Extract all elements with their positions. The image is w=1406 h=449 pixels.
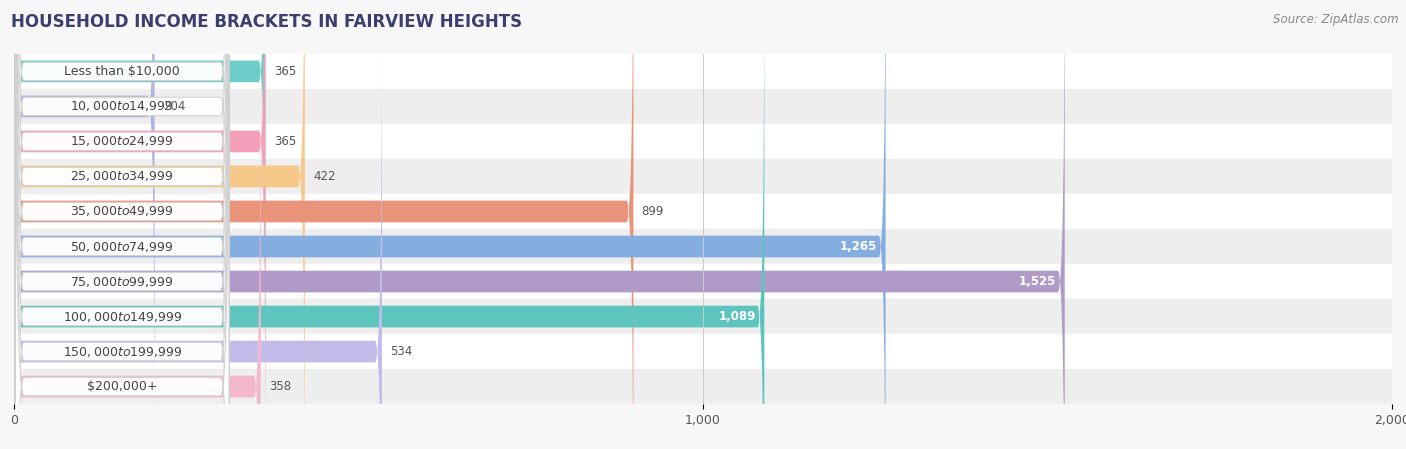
FancyBboxPatch shape	[15, 0, 229, 449]
FancyBboxPatch shape	[15, 0, 229, 449]
Bar	[14, 159, 1392, 194]
Text: $25,000 to $34,999: $25,000 to $34,999	[70, 169, 174, 184]
Text: 204: 204	[163, 100, 186, 113]
FancyBboxPatch shape	[15, 0, 229, 449]
Text: $75,000 to $99,999: $75,000 to $99,999	[70, 274, 174, 289]
Text: 1,089: 1,089	[718, 310, 756, 323]
Text: 365: 365	[274, 65, 297, 78]
FancyBboxPatch shape	[14, 0, 1064, 449]
Text: 534: 534	[391, 345, 412, 358]
FancyBboxPatch shape	[14, 0, 266, 411]
Text: Source: ZipAtlas.com: Source: ZipAtlas.com	[1274, 13, 1399, 26]
FancyBboxPatch shape	[14, 0, 886, 449]
FancyBboxPatch shape	[14, 12, 382, 449]
Text: 365: 365	[274, 135, 297, 148]
Text: $35,000 to $49,999: $35,000 to $49,999	[70, 204, 174, 219]
FancyBboxPatch shape	[15, 0, 229, 449]
FancyBboxPatch shape	[14, 0, 765, 449]
Bar	[14, 299, 1392, 334]
Bar	[14, 264, 1392, 299]
Text: 358: 358	[269, 380, 291, 393]
Text: Less than $10,000: Less than $10,000	[65, 65, 180, 78]
Text: $15,000 to $24,999: $15,000 to $24,999	[70, 134, 174, 149]
FancyBboxPatch shape	[14, 0, 155, 446]
FancyBboxPatch shape	[14, 0, 305, 449]
FancyBboxPatch shape	[14, 47, 260, 449]
Text: 1,525: 1,525	[1019, 275, 1056, 288]
FancyBboxPatch shape	[14, 0, 634, 449]
Text: $150,000 to $199,999: $150,000 to $199,999	[62, 344, 181, 359]
Text: 422: 422	[314, 170, 336, 183]
Text: 1,265: 1,265	[839, 240, 877, 253]
Text: $100,000 to $149,999: $100,000 to $149,999	[62, 309, 181, 324]
Text: 899: 899	[641, 205, 664, 218]
Text: HOUSEHOLD INCOME BRACKETS IN FAIRVIEW HEIGHTS: HOUSEHOLD INCOME BRACKETS IN FAIRVIEW HE…	[11, 13, 523, 31]
Bar	[14, 54, 1392, 89]
FancyBboxPatch shape	[15, 0, 229, 449]
FancyBboxPatch shape	[15, 0, 229, 449]
Bar	[14, 334, 1392, 369]
Text: $50,000 to $74,999: $50,000 to $74,999	[70, 239, 174, 254]
Bar	[14, 89, 1392, 124]
FancyBboxPatch shape	[15, 0, 229, 449]
Bar	[14, 229, 1392, 264]
Bar	[14, 194, 1392, 229]
FancyBboxPatch shape	[15, 0, 229, 449]
Bar	[14, 124, 1392, 159]
Text: $200,000+: $200,000+	[87, 380, 157, 393]
Bar	[14, 369, 1392, 404]
FancyBboxPatch shape	[15, 0, 229, 449]
FancyBboxPatch shape	[15, 0, 229, 449]
FancyBboxPatch shape	[14, 0, 266, 449]
Text: $10,000 to $14,999: $10,000 to $14,999	[70, 99, 174, 114]
